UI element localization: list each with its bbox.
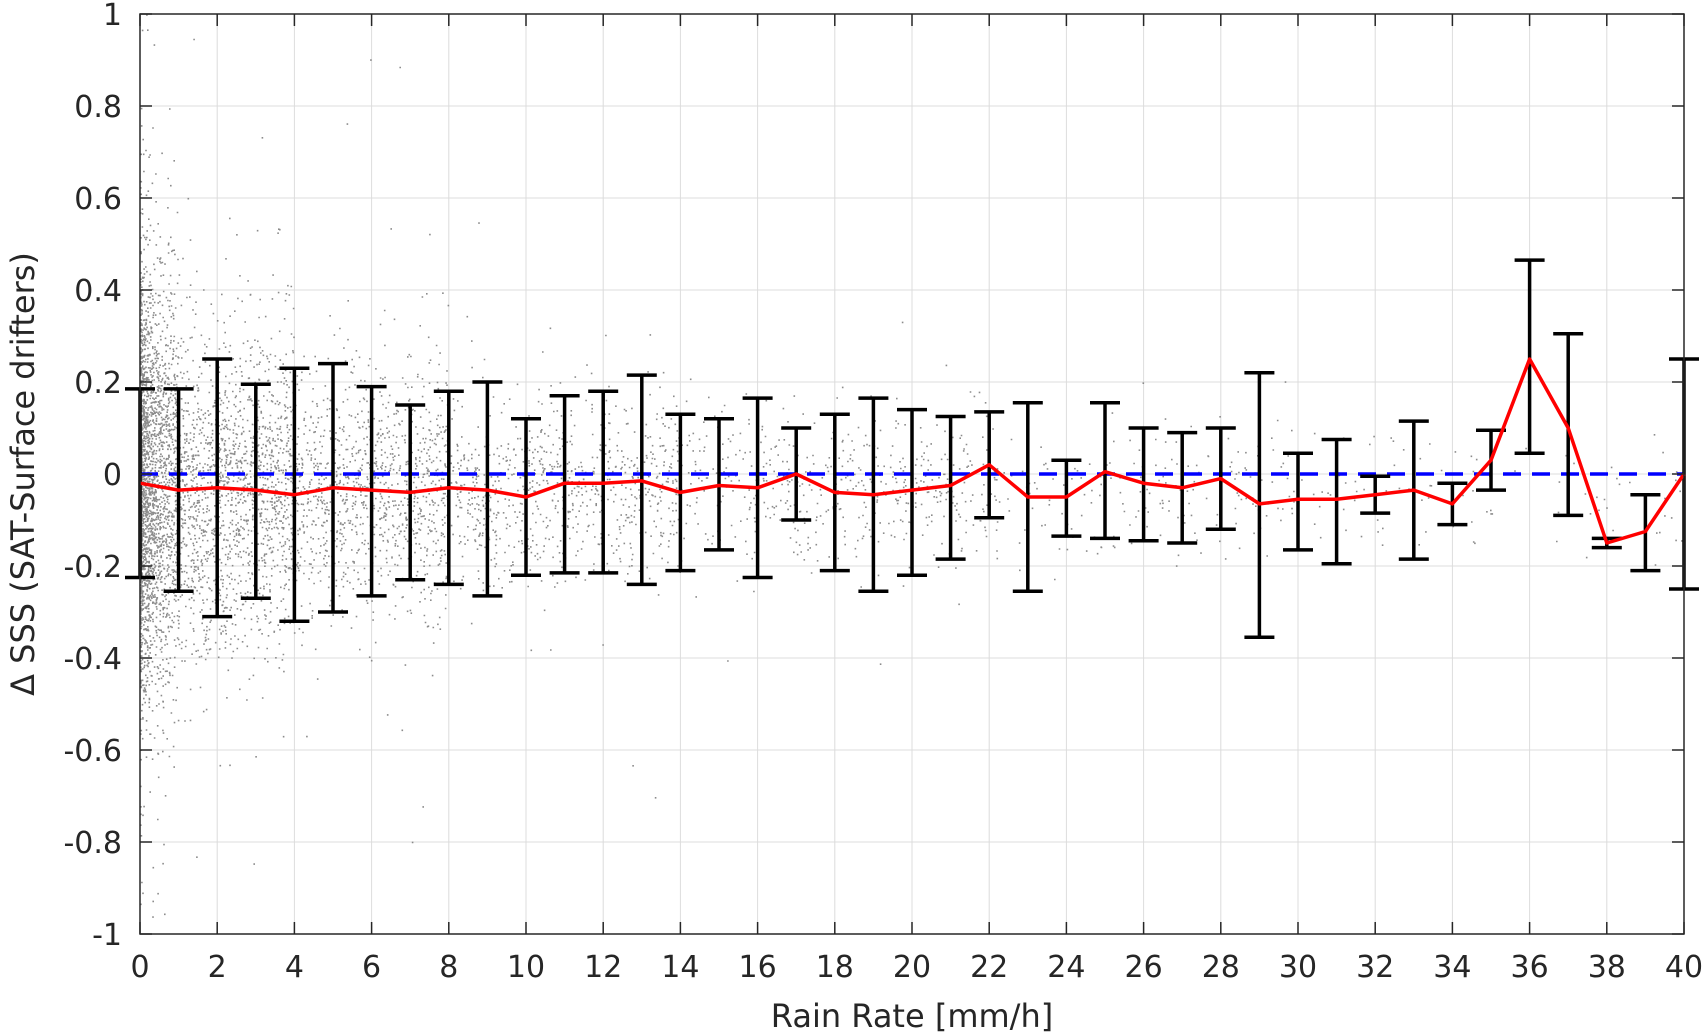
y-tick-label: 0.8 [74,90,122,125]
error-bar [1283,451,1313,552]
x-tick-label: 6 [362,950,381,985]
x-tick-label: 14 [661,950,699,985]
y-tick-label: 0.6 [74,182,122,217]
x-axis-label: Rain Rate [mm/h] [771,997,1053,1035]
x-tick-label: 38 [1588,950,1626,985]
error-bar [935,414,966,561]
x-tick-label: 34 [1433,950,1471,985]
y-tick-label: 0 [103,458,122,493]
mean-line [139,357,1686,545]
x-tick-label: 2 [208,950,227,985]
x-tick-label: 32 [1356,950,1394,985]
x-tick-label: 0 [130,950,149,985]
y-tick-label: 1 [103,0,122,33]
x-tick-label: 18 [816,950,854,985]
y-tick-label: 0.4 [74,274,122,309]
x-tick-label: 8 [439,950,458,985]
y-axis-label: Δ SSS (SAT-Surface drifters) [4,252,42,696]
x-tick-label: 12 [584,950,622,985]
x-tick-label: 16 [739,950,777,985]
x-tick-label: 24 [1047,950,1085,985]
y-tick-label: 0.2 [74,366,122,401]
mean-series-line [139,357,1686,545]
x-tick-label: 4 [285,950,304,985]
y-tick-label: -0.4 [63,642,122,677]
x-tick-label: 10 [507,950,545,985]
y-tick-label: -0.8 [63,826,122,861]
x-tick-label: 30 [1279,950,1317,985]
x-tick-label: 26 [1125,950,1163,985]
y-axis-ticks: 1 0.8 0.6 0.4 0.2 0 -0.2 -0.4 -0.6 -0.8 -1 [63,0,1684,953]
error-bar [1514,258,1545,456]
x-tick-label: 22 [970,950,1008,985]
y-tick-label: -1 [92,918,122,953]
x-tick-label: 28 [1202,950,1240,985]
x-axis-ticks: 0 2 4 6 8 10 12 14 16 18 20 22 24 26 28 30 32 34 36 38 40 [130,14,1703,985]
x-tick-label: 40 [1665,950,1703,985]
error-bar [1321,437,1352,566]
y-tick-label: -0.6 [63,734,122,769]
error-bar [897,407,927,577]
x-tick-label: 20 [893,950,931,985]
x-tick-label: 36 [1511,950,1549,985]
y-tick-label: -0.2 [63,550,122,585]
